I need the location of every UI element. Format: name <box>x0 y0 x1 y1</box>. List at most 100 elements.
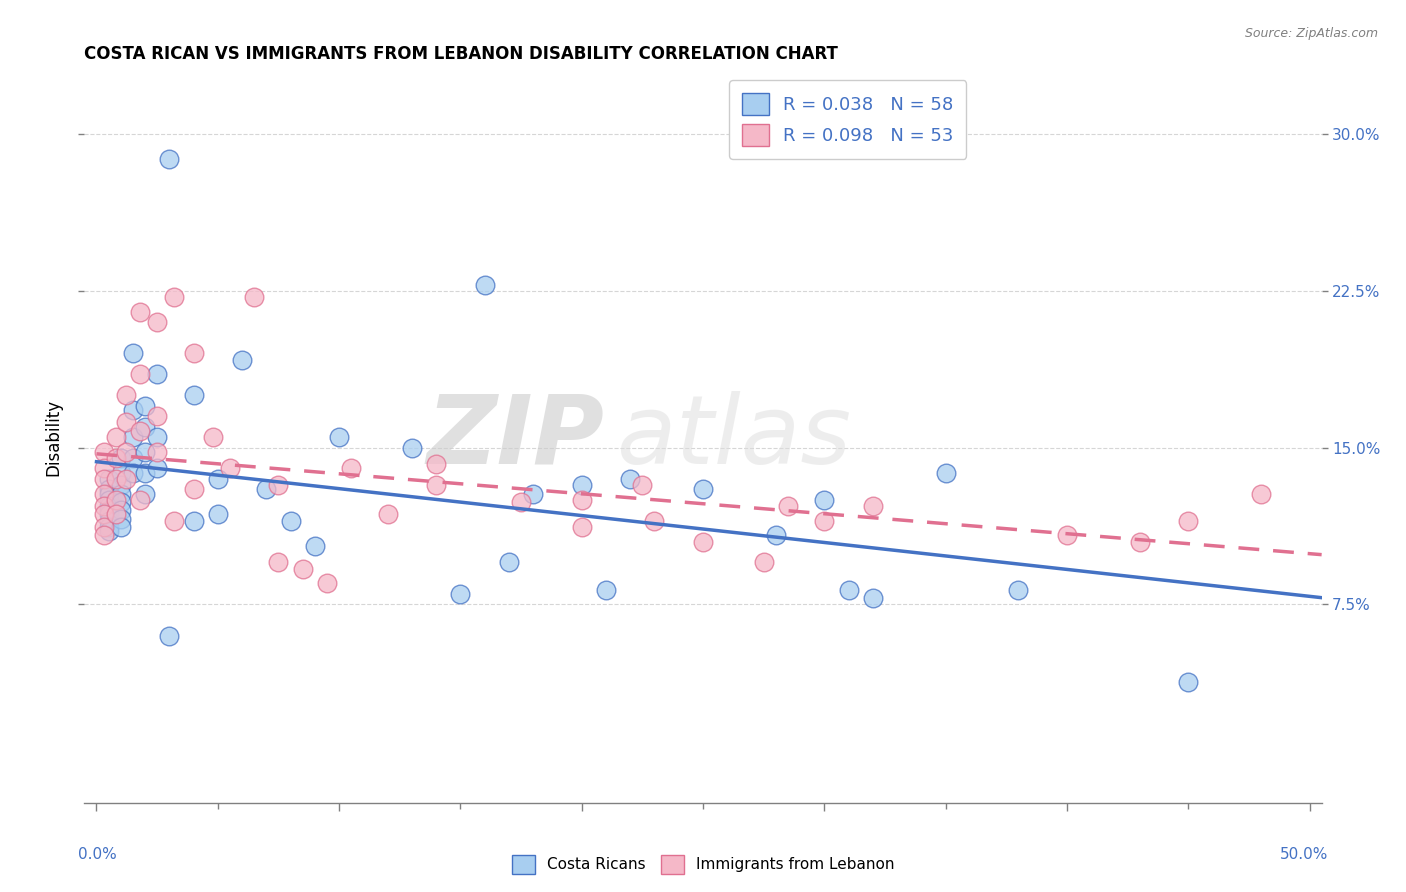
Point <box>813 492 835 507</box>
Point <box>104 472 127 486</box>
Point <box>692 534 714 549</box>
Point <box>97 520 120 534</box>
Point <box>631 478 654 492</box>
Text: atlas: atlas <box>616 391 852 483</box>
Point <box>291 562 314 576</box>
Point <box>134 466 156 480</box>
Point <box>267 478 290 492</box>
Point <box>377 508 399 522</box>
Point <box>110 450 132 465</box>
Point <box>1056 528 1078 542</box>
Y-axis label: Disability: Disability <box>45 399 63 475</box>
Legend: Costa Ricans, Immigrants from Lebanon: Costa Ricans, Immigrants from Lebanon <box>502 846 904 883</box>
Point <box>110 478 132 492</box>
Point <box>316 576 339 591</box>
Point <box>401 441 423 455</box>
Point <box>122 346 145 360</box>
Point <box>510 495 533 509</box>
Point <box>183 483 205 497</box>
Point <box>425 478 447 492</box>
Point <box>183 514 205 528</box>
Point <box>104 492 127 507</box>
Point <box>498 556 520 570</box>
Point <box>97 514 120 528</box>
Point <box>254 483 277 497</box>
Point <box>643 514 665 528</box>
Point <box>93 528 115 542</box>
Point <box>1007 582 1029 597</box>
Point <box>134 444 156 458</box>
Point <box>110 495 132 509</box>
Point <box>93 508 115 522</box>
Text: Source: ZipAtlas.com: Source: ZipAtlas.com <box>1244 27 1378 40</box>
Point <box>97 508 120 522</box>
Point <box>104 430 127 444</box>
Point <box>97 483 120 497</box>
Point <box>93 444 115 458</box>
Point <box>328 430 350 444</box>
Point <box>595 582 617 597</box>
Point <box>114 388 136 402</box>
Point <box>110 520 132 534</box>
Point <box>280 514 302 528</box>
Point <box>146 444 169 458</box>
Point <box>110 466 132 480</box>
Point <box>522 486 544 500</box>
Point <box>571 520 593 534</box>
Point <box>97 472 120 486</box>
Text: 0.0%: 0.0% <box>79 847 117 862</box>
Point <box>340 461 363 475</box>
Point <box>97 492 120 507</box>
Point <box>134 419 156 434</box>
Point <box>862 499 884 513</box>
Point <box>146 461 169 475</box>
Point <box>110 511 132 525</box>
Text: COSTA RICAN VS IMMIGRANTS FROM LEBANON DISABILITY CORRELATION CHART: COSTA RICAN VS IMMIGRANTS FROM LEBANON D… <box>84 45 838 62</box>
Point <box>110 486 132 500</box>
Point <box>146 368 169 382</box>
Point <box>93 499 115 513</box>
Point <box>93 472 115 486</box>
Point <box>201 430 224 444</box>
Point <box>122 450 145 465</box>
Point <box>157 629 180 643</box>
Point <box>122 403 145 417</box>
Point <box>97 524 120 538</box>
Point <box>122 466 145 480</box>
Point <box>207 508 229 522</box>
Point <box>243 290 266 304</box>
Point <box>93 520 115 534</box>
Point <box>231 352 253 367</box>
Point <box>134 486 156 500</box>
Text: ZIP: ZIP <box>426 391 605 483</box>
Point <box>183 346 205 360</box>
Point <box>93 486 115 500</box>
Point <box>163 514 186 528</box>
Point <box>146 430 169 444</box>
Point <box>474 277 496 292</box>
Point <box>122 430 145 444</box>
Point <box>97 499 120 513</box>
Point <box>1129 534 1152 549</box>
Point <box>157 152 180 166</box>
Point <box>129 304 152 318</box>
Point <box>1250 486 1272 500</box>
Point <box>104 508 127 522</box>
Point <box>207 472 229 486</box>
Point <box>571 492 593 507</box>
Point <box>304 539 326 553</box>
Point <box>183 388 205 402</box>
Point <box>1177 674 1199 689</box>
Point <box>163 290 186 304</box>
Point <box>129 368 152 382</box>
Point <box>267 556 290 570</box>
Point <box>838 582 860 597</box>
Point <box>776 499 799 513</box>
Point <box>134 399 156 413</box>
Point <box>935 466 957 480</box>
Point <box>104 450 127 465</box>
Point <box>129 424 152 438</box>
Point <box>765 528 787 542</box>
Point <box>114 472 136 486</box>
Text: 50.0%: 50.0% <box>1279 847 1327 862</box>
